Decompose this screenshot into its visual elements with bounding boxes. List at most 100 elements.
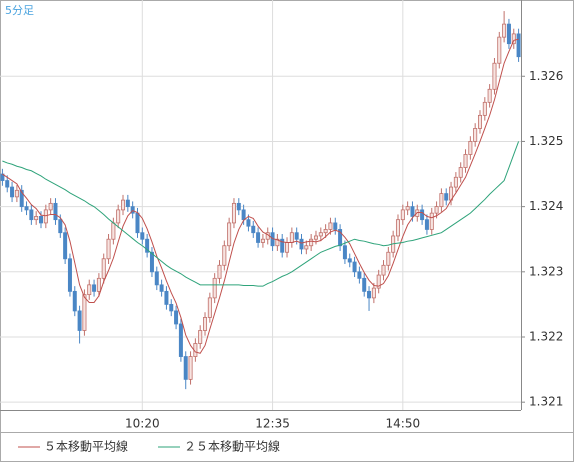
- candle-body: [222, 245, 227, 266]
- candle-body: [106, 238, 111, 260]
- moving-average-line: [2, 38, 519, 354]
- candle-body: [381, 264, 386, 276]
- candle-body: [29, 209, 34, 221]
- y-tick-label: 1.325: [529, 134, 563, 148]
- candle-body: [121, 199, 126, 211]
- candle-body: [39, 216, 44, 224]
- candle-body: [246, 219, 251, 227]
- candle-body: [87, 284, 92, 296]
- candle-body: [174, 310, 179, 325]
- candle-body: [101, 258, 106, 279]
- candle-body: [203, 317, 208, 331]
- candle-body: [502, 23, 507, 38]
- candle-body: [149, 251, 154, 273]
- candle-body: [135, 212, 140, 234]
- candle-body: [410, 206, 415, 217]
- candle-body: [92, 284, 97, 292]
- candle-body: [256, 232, 261, 243]
- y-tick-label: 1.321: [529, 395, 563, 409]
- candle-body: [420, 209, 425, 221]
- candle-body: [169, 304, 174, 312]
- candle-body: [164, 290, 169, 305]
- candle-body: [236, 202, 241, 211]
- candle-body: [77, 310, 82, 331]
- candle-body: [96, 277, 101, 292]
- candle-body: [357, 271, 362, 279]
- candle-body: [352, 261, 357, 273]
- candle-body: [376, 274, 381, 289]
- candle-body: [58, 219, 63, 234]
- candle-body: [34, 216, 39, 221]
- candle-body: [304, 245, 309, 250]
- x-tick-label: 12:35: [255, 417, 290, 431]
- candle-body: [212, 277, 217, 299]
- candle-body: [506, 23, 511, 45]
- candle-body: [63, 232, 68, 260]
- candle-body: [53, 202, 58, 221]
- candle-body: [251, 225, 256, 234]
- candle-body: [125, 199, 130, 208]
- x-tick-label: 14:50: [386, 417, 421, 431]
- candle-body: [111, 222, 116, 240]
- candle-body: [280, 238, 285, 253]
- candle-body: [299, 238, 304, 250]
- candle-body: [159, 284, 164, 292]
- candle-body: [477, 114, 482, 129]
- candle-body: [313, 235, 318, 240]
- candle-body: [72, 290, 77, 312]
- candle-body: [217, 264, 222, 279]
- candle-body: [318, 232, 323, 237]
- y-tick-label: 1.326: [529, 69, 563, 83]
- candle-body: [188, 356, 193, 380]
- candle-body: [328, 222, 333, 230]
- candle-body: [492, 62, 497, 90]
- candle-body: [67, 258, 72, 292]
- candle-body: [487, 88, 492, 103]
- candle-body: [289, 232, 294, 243]
- grid: [0, 0, 521, 410]
- candle-body: [458, 167, 463, 178]
- candle-body: [395, 219, 400, 237]
- candle-body: [439, 193, 444, 208]
- legend-label: ５本移動平均線: [44, 439, 128, 454]
- candle-body: [400, 209, 405, 221]
- candle-body: [342, 245, 347, 260]
- candle-body: [48, 202, 53, 211]
- candle-body: [82, 294, 87, 331]
- candle-body: [453, 176, 458, 188]
- candle-body: [178, 323, 183, 357]
- candle-body: [275, 238, 280, 247]
- candle-body: [231, 202, 236, 224]
- candle-body: [511, 33, 516, 45]
- plot-area: [0, 11, 521, 390]
- candle-body: [14, 189, 19, 198]
- y-tick-label: 1.324: [529, 199, 563, 213]
- candle-body: [362, 277, 367, 292]
- candle-body: [516, 33, 521, 58]
- legend-label: ２５本移動平均線: [184, 439, 280, 454]
- candle-body: [198, 330, 203, 344]
- candle-body: [473, 128, 478, 142]
- candle-body: [140, 232, 145, 240]
- candle-body: [444, 193, 449, 201]
- candle-body: [338, 229, 343, 247]
- candle-body: [333, 222, 338, 230]
- x-tick-label: 10:20: [125, 417, 160, 431]
- candle-body: [154, 271, 159, 286]
- candle-body: [386, 251, 391, 266]
- candle-body: [371, 287, 376, 299]
- y-tick-label: 1.322: [529, 329, 563, 343]
- candle-body: [367, 290, 372, 299]
- candle-body: [24, 206, 29, 211]
- candle-body: [43, 209, 48, 224]
- candle-body: [227, 222, 232, 247]
- candle-body: [463, 154, 468, 168]
- moving-average-line: [2, 141, 520, 287]
- candle-body: [347, 258, 352, 263]
- candle-body: [19, 189, 24, 208]
- candle-body: [260, 238, 265, 243]
- candle-body: [434, 206, 439, 214]
- candle-body: [130, 206, 135, 214]
